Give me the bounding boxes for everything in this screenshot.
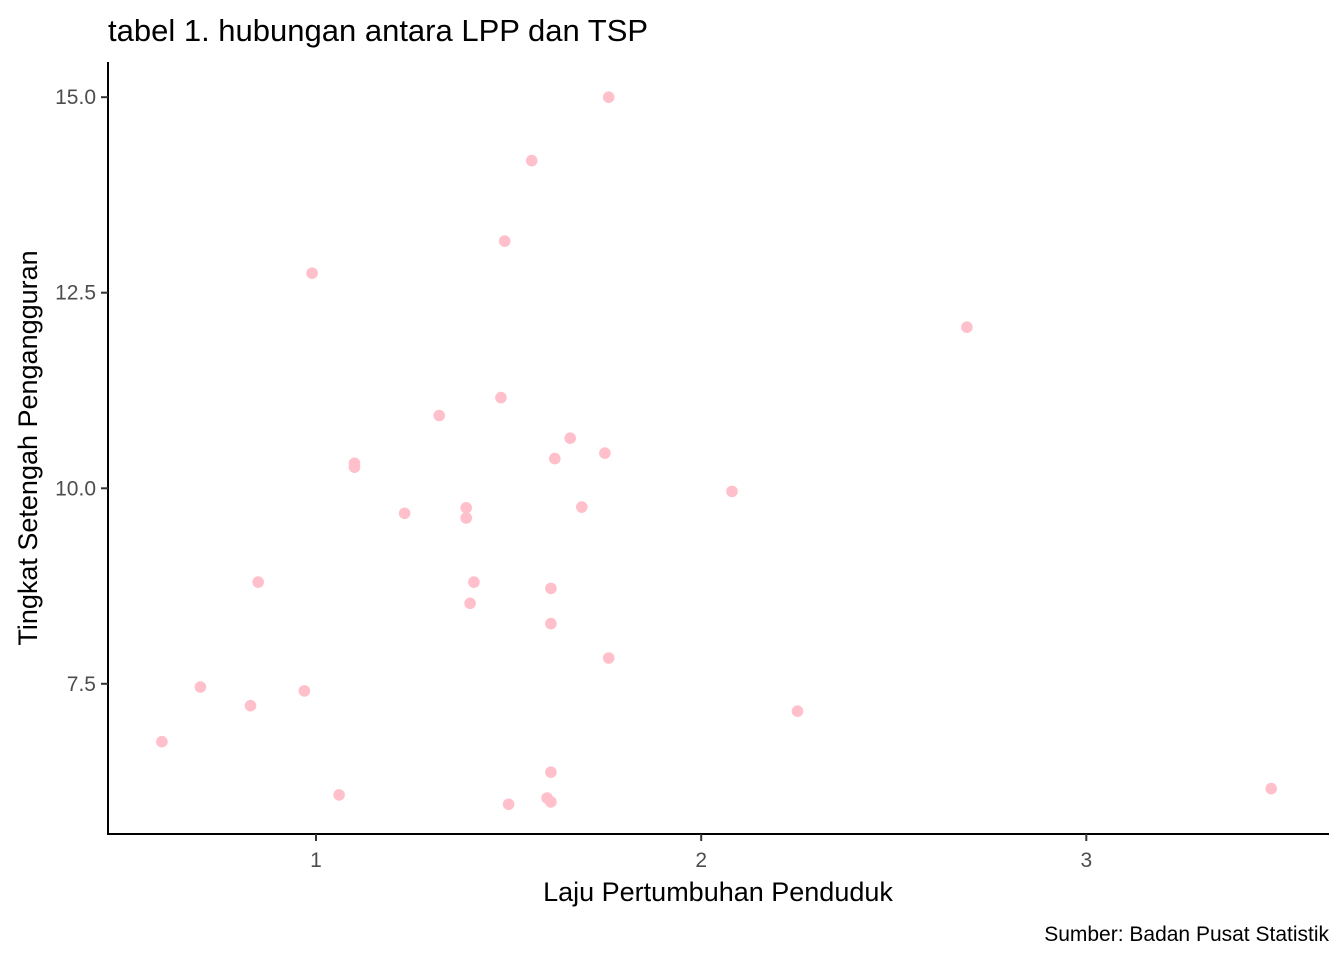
data-point-17: [460, 512, 473, 524]
data-point-2: [525, 154, 538, 167]
data-point-3: [498, 235, 511, 247]
x-tick-label-1: 1: [310, 849, 322, 872]
x-axis-ticks: 1 2 3: [310, 834, 1092, 872]
data-point-22: [545, 617, 557, 630]
data-point-31: [333, 789, 345, 801]
data-point-8: [564, 432, 576, 445]
data-point-20: [545, 582, 557, 595]
x-axis-title: Laju Pertumbuhan Penduduk: [543, 877, 893, 907]
data-point-10: [549, 452, 561, 465]
data-point-33: [545, 796, 557, 808]
y-tick-label-1: 7.5: [67, 673, 96, 696]
y-axis-title: Tingkat Setengah Pengangguran: [13, 250, 43, 645]
data-point-24: [194, 681, 207, 693]
y-axis-ticks: 7.5 10.0 12.5 15.0: [55, 86, 108, 696]
data-point-13: [726, 485, 738, 498]
data-point-16: [398, 507, 411, 520]
data-point-12: [348, 461, 361, 474]
data-point-18: [252, 576, 264, 588]
data-point-26: [244, 699, 257, 712]
x-tick-label-3: 3: [1080, 849, 1092, 872]
data-point-27: [791, 705, 804, 717]
data-point-29: [545, 766, 557, 778]
data-point-30: [1265, 782, 1277, 795]
data-point-23: [602, 652, 615, 664]
data-point-19: [468, 576, 480, 588]
data-point-1: [602, 91, 615, 103]
y-tick-label-4: 15.0: [55, 86, 96, 109]
data-point-25: [298, 685, 311, 697]
data-point-7: [433, 409, 446, 422]
data-point-34: [502, 798, 515, 811]
data-point-4: [306, 267, 318, 280]
chart-caption: Sumber: Badan Pusat Statistik: [1044, 923, 1329, 946]
chart-title: tabel 1. hubungan antara LPP dan TSP: [108, 13, 648, 48]
data-point-6: [495, 391, 507, 404]
data-point-14: [576, 501, 588, 513]
data-point-5: [961, 321, 973, 334]
x-tick-label-2: 2: [695, 849, 707, 872]
data-point-9: [599, 447, 611, 459]
data-point-21: [464, 597, 476, 610]
points-layer: [156, 91, 1277, 811]
data-point-15: [460, 502, 473, 514]
y-tick-label-2: 10.0: [55, 477, 96, 500]
y-tick-label-3: 12.5: [55, 282, 96, 305]
data-point-28: [156, 735, 168, 748]
